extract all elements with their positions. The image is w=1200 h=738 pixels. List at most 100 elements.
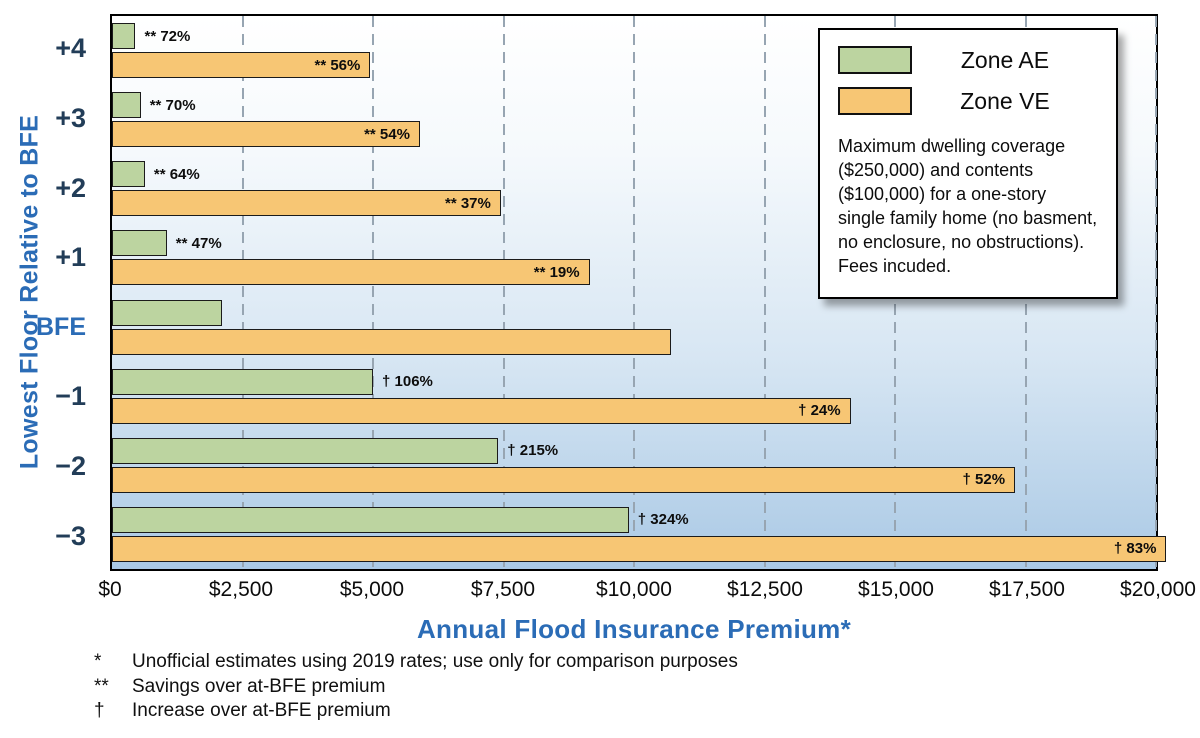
bar-line: ** 19% (112, 259, 1156, 286)
gridline (763, 16, 766, 569)
bar-line: † 52% (112, 466, 1156, 493)
footnote-symbol: † (94, 700, 105, 721)
legend-item: Zone VE (838, 87, 1098, 115)
footnote-row: * Unofficial estimates using 2019 rates;… (94, 650, 738, 675)
bar-line: † 83% (112, 535, 1167, 562)
footnote-row: ** Savings over at-BFE premium (94, 675, 738, 700)
category-row: † 215% † 52% (112, 431, 1156, 500)
category-row: ** 64% ** 37% (112, 154, 1156, 223)
y-tick-label: BFE (36, 312, 86, 341)
category-row (112, 293, 1156, 362)
bar-line: ** 56% (112, 52, 1156, 79)
footnote-text: Savings over at-BFE premium (132, 675, 386, 697)
x-tick-label: $17,500 (989, 578, 1065, 601)
bar-value-label: † 106% (382, 373, 433, 391)
x-tick-label: $7,500 (470, 578, 536, 601)
y-tick-label: −2 (55, 451, 86, 482)
category-row: ** 47% ** 19% (112, 223, 1156, 292)
legend-item: Zone AE (838, 46, 1098, 74)
footnote-text: Increase over at-BFE premium (132, 700, 391, 721)
bar-line: ** 47% (112, 230, 1156, 257)
bar-value-label: ** 70% (149, 96, 196, 114)
legend-info-box: Zone AE Zone VE Maximum dwelling coverage… (818, 28, 1118, 299)
legend: Zone AE Zone VE (838, 46, 1098, 115)
bar-line: ** 72% (112, 23, 1156, 50)
y-tick-label: +4 (55, 33, 86, 64)
legend-swatch (838, 46, 912, 74)
x-tick-label: $12,500 (727, 578, 803, 601)
y-tick-label: +3 (55, 102, 86, 133)
legend-swatch (838, 87, 912, 115)
y-tick-label: +2 (55, 172, 86, 203)
bar-line: † 324% (112, 506, 1156, 533)
bar-value-label: ** 37% (445, 194, 491, 212)
bar-value-label: ** 72% (144, 27, 191, 45)
bar-zone-ae (112, 230, 167, 257)
x-axis-title: Annual Flood Insurance Premium* (416, 614, 852, 644)
legend-label: Zone VE (960, 87, 1050, 114)
gridline (372, 16, 374, 569)
x-tick-label: $5,000 (339, 578, 405, 601)
category-row: † 106% † 24% (112, 362, 1156, 431)
bar-line: ** 64% (112, 161, 1156, 188)
footnote-symbol: * (94, 651, 102, 672)
bar-zone-ve: ** 19% (112, 259, 590, 286)
bar-line: † 24% (112, 397, 1156, 424)
bar-zone-ae (112, 506, 629, 533)
bar-zone-ve (112, 328, 671, 355)
bar-line: † 215% (112, 437, 1156, 464)
bar-zone-ae (112, 161, 145, 188)
category-row: ** 70% ** 54% (112, 85, 1156, 154)
gridline (1155, 16, 1157, 569)
x-tick-label: $15,000 (858, 578, 934, 601)
y-tick-label: −1 (55, 381, 86, 412)
footnotes: * Unofficial estimates using 2019 rates;… (94, 650, 738, 724)
bar-value-label: ** 56% (314, 56, 361, 74)
coverage-note-text: Maximum dwelling coverage ($250,000) and… (838, 136, 1098, 276)
bar-zone-ae (112, 368, 373, 395)
bar-value-label: ** 64% (153, 165, 200, 183)
bar-zone-ve: † 52% (112, 466, 1016, 493)
bar-zone-ve: † 24% (112, 397, 851, 424)
bar-zone-ae (112, 23, 136, 50)
category-row: † 324% † 83% (112, 500, 1167, 569)
bar-value-label: ** 19% (533, 263, 580, 281)
footnote-text: Unofficial estimates using 2019 rates; u… (132, 651, 738, 672)
bar-zone-ae (112, 299, 222, 326)
x-tick-label: $2,500 (208, 578, 274, 601)
bar-value-label: † 324% (637, 511, 689, 529)
bar-zone-ve: † 83% (112, 535, 1167, 562)
bar-zone-ve: ** 37% (112, 190, 501, 217)
bar-series-area: ** 72% ** 56% ** 70% ** 54% ** 64% ** 37% ** 4… (112, 16, 1167, 569)
bar-zone-ve: ** 56% (112, 52, 371, 79)
bar-line (112, 299, 1156, 326)
y-tick-label: −3 (55, 520, 86, 551)
bar-zone-ve: ** 54% (112, 121, 420, 148)
x-axis-tick-labels: $0 $2,500 $5,000 $7,500 $10,000 $12,500 $15,00… (98, 578, 1196, 606)
bar-line: † 106% (112, 368, 1156, 395)
bar-line: ** 37% (112, 190, 1156, 217)
footnote-row: † Increase over at-BFE premium (94, 699, 738, 724)
bar-value-label: † 24% (798, 402, 841, 420)
bar-line: ** 54% (112, 121, 1156, 148)
bar-zone-ae (112, 92, 141, 119)
y-axis-tick-labels: +4 +3 +2 +1 BFE −1 −2 −3 (0, 14, 102, 571)
x-tick-label: $10,000 (596, 578, 672, 601)
gridline (241, 16, 244, 569)
bar-value-label: † 83% (1113, 540, 1157, 558)
bar-value-label: † 215% (507, 442, 559, 460)
gridline (502, 16, 505, 569)
bar-value-label: ** 54% (364, 125, 410, 143)
bar-value-label: † 52% (962, 471, 1006, 489)
gridline (633, 16, 635, 569)
y-tick-label: +1 (55, 242, 86, 273)
footnote-symbol: ** (94, 675, 109, 697)
category-row: ** 72% ** 56% (112, 16, 1156, 85)
legend-label: Zone AE (960, 46, 1050, 73)
bar-line: ** 70% (112, 92, 1156, 119)
bar-line (112, 328, 1156, 355)
x-tick-label: $20,000 (1120, 578, 1196, 601)
bar-value-label: ** 47% (175, 234, 222, 252)
bar-zone-ae (112, 437, 499, 464)
